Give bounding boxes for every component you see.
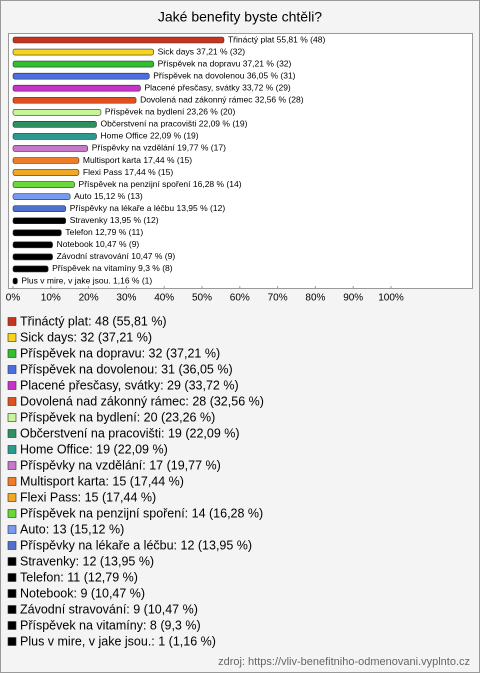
legend-label: Třináctý plat: 48 (55,81 %)	[20, 314, 167, 328]
bar	[12, 277, 18, 285]
x-tick-label: 10%	[41, 293, 61, 304]
legend-label: Příspěvek na bydlení: 20 (23,26 %)	[20, 410, 215, 424]
bar	[12, 205, 67, 212]
legend-swatch	[7, 413, 17, 422]
bar-label: Příspěvek na penzijní spoření 16,28 % (1…	[79, 179, 242, 189]
x-tick-label: 50%	[192, 293, 212, 304]
x-tick-label: 100%	[378, 293, 404, 304]
legend-label: Sick days: 32 (37,21 %)	[20, 330, 152, 344]
bar-label: Příspěvek na dopravu 37,21 % (32)	[158, 58, 292, 68]
legend-swatch	[7, 333, 17, 342]
bar	[12, 121, 97, 128]
x-tick-label: 60%	[230, 293, 250, 304]
x-tick-label: 0%	[6, 293, 21, 304]
bar-label: Závodní stravování 10,47 % (9)	[57, 251, 176, 261]
bar	[12, 265, 49, 273]
bar-label: Home Office 22,09 % (19)	[101, 131, 199, 141]
legend-swatch	[7, 637, 17, 646]
bar	[12, 109, 102, 116]
legend-swatch	[7, 317, 17, 326]
bar-label: Dovolená nad zákonný rámec 32,56 % (28)	[140, 95, 304, 105]
bar	[12, 60, 154, 68]
legend-swatch	[7, 381, 17, 390]
chart-title: Jaké benefity byste chtěli?	[158, 9, 322, 25]
legend-swatch	[7, 493, 17, 502]
legend-swatch	[7, 429, 17, 438]
bar	[12, 157, 80, 164]
legend-swatch	[7, 397, 17, 406]
legend-label: Flexi Pass: 15 (17,44 %)	[20, 490, 156, 504]
legend-label: Stravenky: 12 (13,95 %)	[20, 554, 154, 568]
bar	[12, 72, 150, 80]
legend-swatch	[7, 589, 17, 598]
legend-swatch	[7, 557, 17, 566]
bar	[12, 84, 141, 92]
bar-label: Sick days 37,21 % (32)	[158, 46, 246, 56]
bar	[12, 169, 80, 176]
legend-label: Home Office: 19 (22,09 %)	[20, 442, 168, 456]
bar-label: Příspěvky na vzdělání 19,77 % (17)	[92, 143, 226, 153]
bar-label: Auto 15,12 % (13)	[74, 191, 143, 201]
legend-label: Auto: 13 (15,12 %)	[20, 522, 124, 536]
legend-swatch	[7, 605, 17, 614]
legend-label: Příspěvek na penzijní spoření: 14 (16,28…	[20, 506, 263, 520]
bar	[12, 229, 62, 237]
bar	[12, 241, 53, 249]
legend-swatch	[7, 541, 17, 550]
bar-label: Občerstvení na pracovišti 22,09 % (19)	[101, 119, 248, 129]
legend-label: Občerstvení na pracovišti: 19 (22,09 %)	[20, 426, 240, 440]
legend-label: Příspěvek na vitamíny: 8 (9,3 %)	[20, 618, 201, 632]
bar-label: Příspěvek na vitamíny 9,3 % (8)	[52, 263, 173, 273]
x-tick-label: 80%	[305, 293, 325, 304]
x-tick-label: 70%	[268, 293, 288, 304]
bar	[12, 48, 154, 56]
legend-swatch	[7, 621, 17, 630]
legend-label: Příspěvek na dovolenou: 31 (36,05 %)	[20, 362, 233, 376]
legend-swatch	[7, 349, 17, 358]
legend-swatch	[7, 461, 17, 470]
bar	[12, 96, 137, 104]
bar-label: Flexi Pass 17,44 % (15)	[83, 167, 173, 177]
bar	[12, 193, 71, 200]
bar-label: Třináctý plat 55,81 % (48)	[228, 34, 325, 44]
x-tick-label: 30%	[116, 293, 136, 304]
bar-label: Placené přesčasy, svátky 33,72 % (29)	[144, 82, 290, 92]
x-tick-label: 20%	[79, 293, 99, 304]
x-tick-label: 40%	[154, 293, 174, 304]
legend-swatch	[7, 525, 17, 534]
legend-label: Dovolená nad zákonný rámec: 28 (32,56 %)	[20, 394, 264, 408]
legend-swatch	[7, 477, 17, 486]
source: zdroj: https://vliv-benefitniho-odmenova…	[218, 656, 470, 668]
bar	[12, 181, 75, 188]
bar-label: Multisport karta 17,44 % (15)	[83, 155, 192, 165]
legend-label: Notebook: 9 (10,47 %)	[20, 586, 145, 600]
bar	[12, 145, 89, 152]
legend-label: Příspěvek na dopravu: 32 (37,21 %)	[20, 346, 220, 360]
legend-swatch	[7, 509, 17, 518]
bar	[12, 217, 67, 225]
legend-label: Příspěvky na vzdělání: 17 (19,77 %)	[20, 458, 221, 472]
bar	[12, 36, 225, 44]
bar-label: Stravenky 13,95 % (12)	[70, 215, 159, 225]
legend-swatch	[7, 573, 17, 582]
legend-swatch	[7, 445, 17, 454]
legend-label: Telefon: 11 (12,79 %)	[20, 570, 138, 584]
bar	[12, 133, 97, 140]
bar-label: Příspěvek na bydlení 23,26 % (20)	[105, 107, 236, 117]
bar-label: Příspěvek na dovolenou 36,05 % (31)	[153, 70, 295, 80]
bar-label: Příspěvky na lékaře a léčbu 13,95 % (12)	[70, 203, 226, 213]
legend-label: Plus v mire, v jake jsou.: 1 (1,16 %)	[20, 634, 216, 648]
legend-label: Příspěvky na lékaře a léčbu: 12 (13,95 %…	[20, 538, 252, 552]
bar-label: Telefon 12,79 % (11)	[65, 227, 143, 237]
legend-label: Závodní stravování: 9 (10,47 %)	[20, 602, 198, 616]
bar	[12, 253, 53, 261]
legend-label: Placené přesčasy, svátky: 29 (33,72 %)	[20, 378, 239, 392]
bar-label: Notebook 10,47 % (9)	[57, 239, 140, 249]
legend-swatch	[7, 365, 17, 374]
x-tick-label: 90%	[343, 293, 363, 304]
bar-label: Plus v mire, v jake jsou. 1,16 % (1)	[21, 275, 152, 285]
legend-label: Multisport karta: 15 (17,44 %)	[20, 474, 184, 488]
